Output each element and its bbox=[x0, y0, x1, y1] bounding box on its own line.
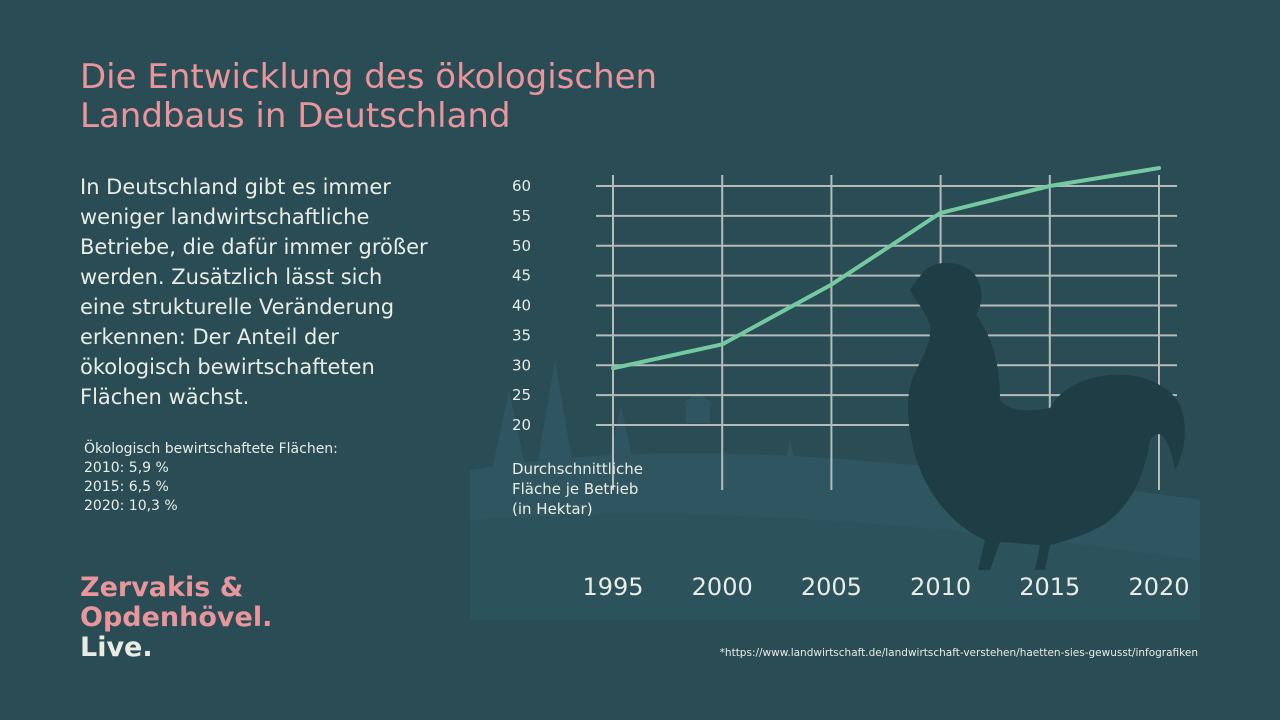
description-line: ökologisch bewirtschafteten bbox=[80, 355, 375, 379]
x-tick-label: 1995 bbox=[582, 573, 643, 601]
brand-logo: Zervakis & Opdenhövel. Live. bbox=[80, 573, 272, 663]
source-link[interactable]: *https://www.landwirtschaft.de/landwirts… bbox=[719, 647, 1198, 659]
description-text: In Deutschland gibt es immer weniger lan… bbox=[80, 172, 500, 412]
x-tick-label: 2005 bbox=[801, 573, 862, 601]
x-tick-label: 2015 bbox=[1019, 573, 1080, 601]
y-tick-label: 55 bbox=[512, 207, 531, 225]
tree-shape bbox=[776, 440, 804, 500]
y-axis-label: Fläche je Betrieb bbox=[512, 480, 638, 498]
tree-shape bbox=[538, 360, 572, 460]
barn-roof-shape bbox=[682, 392, 714, 405]
chart-axes: 20 25 30 35 40 45 50 55 60 1995 2000 2005 2010 2015 20… bbox=[512, 177, 1190, 601]
description-line: erkennen: Der Anteil der bbox=[80, 325, 339, 349]
y-tick-label: 60 bbox=[512, 177, 531, 195]
page-title: Die Entwicklung des ökologischen Landbau… bbox=[80, 58, 800, 136]
y-tick-label: 35 bbox=[512, 326, 531, 344]
x-tick-label: 2000 bbox=[692, 573, 753, 601]
barn-shape bbox=[686, 405, 710, 423]
y-tick-label: 45 bbox=[512, 267, 531, 285]
brand-line-1: Zervakis & bbox=[80, 572, 244, 603]
brand-line-3: Live. bbox=[80, 632, 153, 663]
y-tick-label: 30 bbox=[512, 356, 531, 374]
y-tick-label: 40 bbox=[512, 297, 531, 315]
title-line-1: Die Entwicklung des ökologischen bbox=[80, 57, 658, 97]
description-line: eine strukturelle Veränderung bbox=[80, 295, 395, 319]
description-line: weniger landwirtschaftliche bbox=[80, 205, 370, 229]
description-line: werden. Zusätzlich lässt sich bbox=[80, 265, 383, 289]
description-line: In Deutschland gibt es immer bbox=[80, 175, 391, 199]
description-line: Flächen wächst. bbox=[80, 385, 250, 409]
y-axis-label: Durchschnittliche bbox=[512, 460, 643, 478]
stats-item: 2020: 10,3 % bbox=[84, 498, 178, 514]
y-tick-label: 50 bbox=[512, 237, 531, 255]
description-line: Betriebe, die dafür immer größer bbox=[80, 235, 428, 259]
eco-area-stats: Ökologisch bewirtschaftete Flächen: 2010… bbox=[84, 440, 338, 516]
tree-shape bbox=[492, 390, 526, 470]
stats-item: 2010: 5,9 % bbox=[84, 460, 169, 476]
line-chart: 20 25 30 35 40 45 50 55 60 1995 2000 2005 2010 2015 20… bbox=[470, 166, 1200, 620]
y-axis-label: (in Hektar) bbox=[512, 500, 593, 518]
x-tick-label: 2010 bbox=[910, 573, 971, 601]
y-tick-label: 20 bbox=[512, 416, 531, 434]
stats-item: 2015: 6,5 % bbox=[84, 479, 169, 495]
x-tick-label: 2020 bbox=[1128, 573, 1189, 601]
title-line-2: Landbaus in Deutschland bbox=[80, 96, 511, 136]
brand-line-2: Opdenhövel. bbox=[80, 602, 273, 633]
rooster-silhouette bbox=[908, 262, 1185, 570]
y-tick-label: 25 bbox=[512, 386, 531, 404]
series-line bbox=[611, 166, 1161, 371]
chart-series bbox=[611, 166, 1161, 371]
stats-heading: Ökologisch bewirtschaftete Flächen: bbox=[84, 441, 338, 457]
